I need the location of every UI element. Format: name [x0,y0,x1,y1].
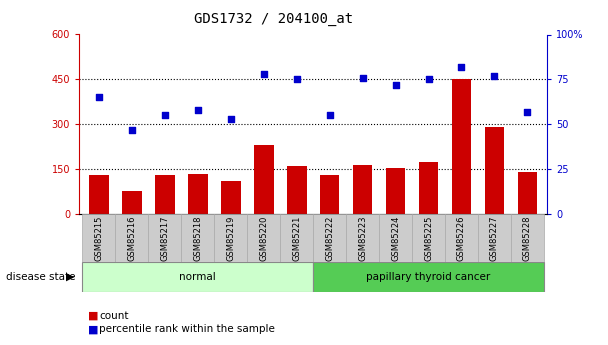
Text: disease state: disease state [6,272,75,282]
Bar [379,214,412,262]
Point [292,77,302,82]
Text: GSM85227: GSM85227 [490,215,499,261]
Bar [511,214,544,262]
Bar [254,145,274,214]
Bar [280,214,313,262]
Point [94,95,104,100]
Point [358,75,367,80]
Point [391,82,401,88]
Bar [385,168,406,214]
Text: percentile rank within the sample: percentile rank within the sample [99,325,275,334]
Text: GSM85219: GSM85219 [226,215,235,261]
Bar [89,175,109,214]
Bar [122,191,142,214]
Text: GSM85220: GSM85220 [259,215,268,261]
Bar [313,214,346,262]
Point [193,107,202,112]
Point [522,109,532,115]
Bar [214,214,247,262]
Text: papillary thyroid cancer: papillary thyroid cancer [367,272,491,282]
Bar [412,214,445,262]
Bar [445,214,478,262]
Bar [181,214,214,262]
Text: GSM85224: GSM85224 [391,215,400,261]
Text: GSM85221: GSM85221 [292,215,301,261]
Point [127,127,137,132]
Text: GSM85226: GSM85226 [457,215,466,261]
Point [259,71,269,77]
Point [160,112,170,118]
Bar [320,175,339,214]
Text: GSM85218: GSM85218 [193,215,202,261]
Bar [485,127,505,214]
Text: GSM85225: GSM85225 [424,215,433,261]
Bar [221,181,241,214]
Bar [148,214,181,262]
Bar [82,214,116,262]
Bar [116,214,148,262]
Bar [452,79,471,214]
Bar [419,161,438,214]
Text: GSM85215: GSM85215 [94,215,103,261]
Text: GSM85216: GSM85216 [127,215,136,261]
Point [424,77,434,82]
Text: ■: ■ [88,325,98,334]
Bar [155,175,174,214]
Bar [353,165,373,214]
Text: count: count [99,311,129,321]
Bar [188,174,207,214]
Text: GSM85223: GSM85223 [358,215,367,261]
Bar [478,214,511,262]
Text: normal: normal [179,272,216,282]
Bar [517,172,537,214]
Bar [247,214,280,262]
Text: GSM85217: GSM85217 [161,215,169,261]
Point [325,112,334,118]
Point [226,116,235,121]
Bar [313,262,544,292]
Bar [287,166,306,214]
Text: ■: ■ [88,311,98,321]
Bar [82,262,313,292]
Bar [346,214,379,262]
Text: ▶: ▶ [66,272,74,282]
Point [489,73,499,79]
Text: GDS1732 / 204100_at: GDS1732 / 204100_at [194,12,353,26]
Text: GSM85228: GSM85228 [523,215,532,261]
Text: GSM85222: GSM85222 [325,215,334,261]
Point [457,64,466,70]
